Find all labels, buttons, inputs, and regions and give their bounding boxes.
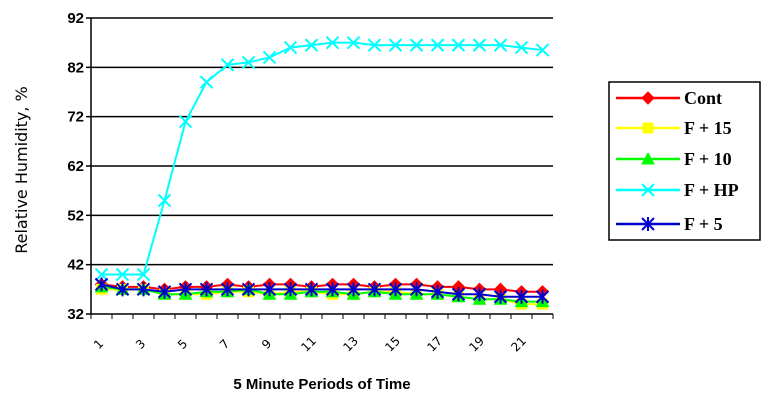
legend-label: Cont: [684, 88, 722, 108]
series-f-5: [94, 277, 550, 304]
data-point-f-hp: [430, 38, 445, 52]
legend-item-f-5: F + 5: [616, 214, 723, 234]
data-point-f-hp: [388, 38, 403, 52]
legend-label: F + HP: [684, 180, 739, 200]
legend-marker: [641, 91, 655, 105]
data-point-f-hp: [514, 40, 529, 55]
data-point-f-hp: [451, 38, 466, 52]
x-tick-label: 17: [424, 334, 445, 355]
data-point-f-hp: [283, 40, 298, 55]
data-point-f-5: [514, 289, 529, 304]
y-tick-label: 92: [67, 10, 84, 27]
series-f-hp: [94, 35, 550, 282]
data-point-f-5: [388, 282, 403, 297]
gridlines: [86, 17, 554, 319]
legend-marker: [641, 217, 655, 231]
x-tick-label: 9: [259, 337, 274, 352]
data-point-f-hp: [241, 55, 256, 70]
x-tick-label: 11: [298, 334, 319, 355]
data-point-f-hp: [346, 35, 361, 50]
data-point-f-5: [409, 282, 424, 297]
data-point-f-hp: [178, 114, 193, 129]
series-line-f-hp: [101, 41, 543, 276]
y-tick-label: 32: [67, 306, 84, 323]
x-tick-label: 21: [508, 334, 529, 355]
data-point-f-5: [304, 282, 319, 297]
legend-marker: [641, 151, 655, 165]
data-point-f-hp: [535, 43, 550, 57]
data-point-f-hp: [157, 193, 172, 208]
legend-box: [608, 81, 761, 241]
series-line-f-10: [101, 285, 543, 303]
x-tick-label: 3: [133, 337, 148, 352]
data-point-f-5: [220, 282, 235, 297]
x-tick-label: 1: [91, 337, 106, 352]
legend-marker: [642, 122, 654, 134]
y-tick-label: 42: [67, 257, 84, 274]
x-tick-label: 13: [340, 334, 361, 355]
data-point-f-hp: [409, 38, 424, 52]
data-point-f-hp: [199, 75, 214, 89]
data-point-f-hp: [472, 38, 487, 52]
data-point-f-5: [472, 287, 487, 302]
legend-marker: [641, 183, 655, 197]
x-tick-label: 7: [217, 337, 232, 352]
data-point-f-hp: [325, 35, 340, 50]
data-point-f-5: [283, 282, 298, 297]
data-point-f-5: [199, 282, 214, 297]
series-line-f-5: [101, 283, 543, 298]
legend-item-f-hp: F + HP: [616, 180, 739, 200]
data-point-f-hp: [493, 38, 508, 52]
legend-label: F + 10: [684, 149, 732, 169]
y-tick-label: 82: [67, 59, 84, 76]
data-point-f-5: [178, 282, 193, 297]
data-point-f-5: [430, 284, 445, 299]
data-point-f-5: [262, 282, 277, 297]
data-point-f-hp: [304, 38, 319, 52]
x-tick-label: 15: [382, 334, 403, 355]
series-line-cont: [101, 283, 543, 293]
legend-label: F + 5: [684, 214, 723, 234]
data-point-f-hp: [262, 50, 277, 65]
x-tick-label: 5: [175, 337, 190, 352]
y-axis-title: Relative Humidity, %: [12, 86, 31, 254]
legend-item-cont: Cont: [616, 88, 722, 108]
y-tick-labels: 32 42 52 62 72 82 92: [67, 10, 84, 323]
plot-area: [86, 17, 554, 319]
x-tick-label: 19: [466, 334, 487, 355]
data-point-f-5: [115, 282, 130, 297]
data-point-f-hp: [115, 267, 130, 282]
data-point-f-hp: [136, 267, 151, 282]
data-point-f-5: [367, 282, 382, 297]
data-point-f-5: [136, 282, 151, 297]
series-layer: [94, 35, 550, 310]
legend-item-f-10: F + 10: [616, 149, 732, 169]
x-axis-title: 5 Minute Periods of Time: [233, 376, 410, 393]
data-point-f-5: [241, 282, 256, 297]
data-point-f-hp: [220, 58, 235, 72]
data-point-f-5: [535, 289, 550, 304]
y-tick-label: 72: [67, 109, 84, 126]
data-point-f-5: [493, 289, 508, 304]
legend-item-f-15: F + 15: [616, 118, 732, 138]
data-point-f-5: [451, 287, 466, 302]
x-tick-labels: 1 3 5 7 9 11 13 15 17 19 21: [91, 334, 529, 355]
y-tick-label: 62: [67, 158, 84, 175]
data-point-f-5: [157, 284, 172, 299]
y-tick-label: 52: [67, 207, 84, 224]
data-point-f-5: [346, 282, 361, 297]
legend: Cont F + 15 F + 10 F + HP F + 5: [608, 81, 761, 241]
data-point-f-5: [325, 282, 340, 297]
legend-label: F + 15: [684, 118, 732, 138]
data-point-f-5: [94, 277, 109, 292]
data-point-f-hp: [94, 267, 109, 282]
data-point-f-hp: [367, 38, 382, 52]
